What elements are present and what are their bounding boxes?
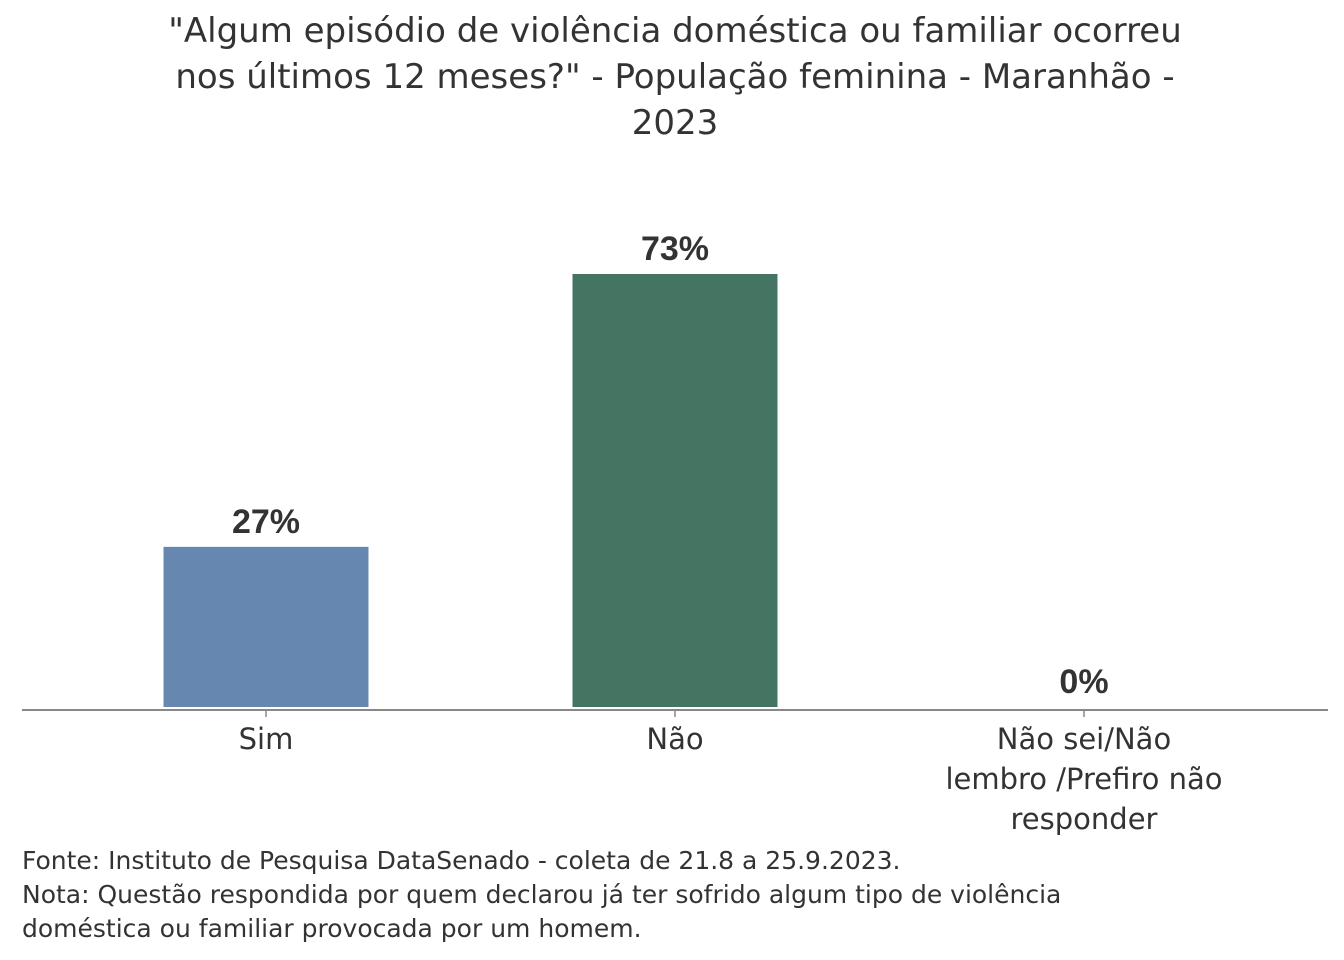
data-label-2: 0% (1059, 663, 1108, 701)
bar-0 (163, 546, 369, 707)
footnote-line-1: Nota: Questão respondida por quem declar… (22, 880, 1062, 909)
footnote-line-2: doméstica ou familiar provocada por um h… (22, 914, 642, 943)
source-note: Fonte: Instituto de Pesquisa DataSenado … (22, 846, 901, 875)
data-label-0: 27% (232, 503, 300, 541)
x-tick-label-1-0: Não (646, 722, 703, 756)
x-tick-label-0-0: Sim (239, 722, 294, 756)
x-tick-label-2-2: responder (1011, 802, 1158, 836)
data-label-1: 73% (641, 230, 709, 268)
bar-1 (572, 274, 778, 707)
chart-title: "Algum episódio de violência doméstica o… (168, 11, 1182, 143)
x-tick-label-2-1: lembro /Prefiro não (945, 762, 1222, 796)
x-tick-label-2-0: Não sei/Não (997, 722, 1171, 756)
